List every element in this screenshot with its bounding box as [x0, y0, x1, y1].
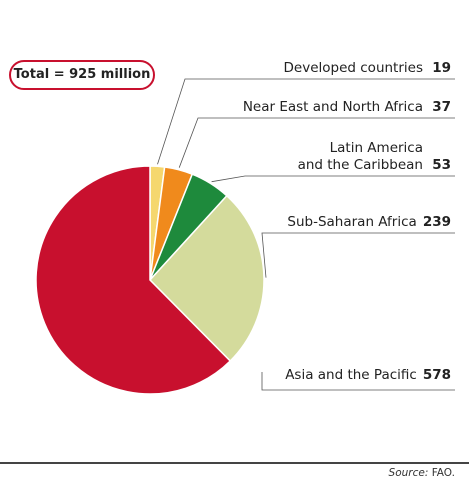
source-label: Source:: [388, 467, 429, 479]
leader-line-1: [178, 117, 455, 168]
slice-label-value: 239: [422, 214, 451, 230]
slice-label-value: 37: [432, 99, 451, 115]
leader-line-4: [261, 372, 455, 391]
leader-line-2: [211, 175, 455, 183]
slice-label-4: Asia and the Pacific 578: [285, 367, 451, 384]
slice-label-name: Latin America and the Caribbean: [297, 140, 423, 173]
pie-slice-3: [148, 194, 265, 363]
total-badge: Total = 925 million: [9, 60, 155, 90]
slice-label-name: Near East and North Africa: [242, 99, 423, 115]
leader-line-0: [157, 78, 455, 165]
leader-line-3: [261, 232, 455, 278]
pie-slice-4: [35, 165, 232, 395]
slice-label-2: Latin America and the Caribbean 53: [298, 140, 451, 174]
slice-label-name: Developed countries: [283, 60, 423, 76]
slice-label-value: 19: [432, 60, 451, 76]
slice-label-name: Sub-Saharan Africa: [287, 214, 417, 230]
slice-label-1: Near East and North Africa 37: [243, 99, 451, 116]
slice-label-value: 578: [422, 367, 451, 383]
slice-label-name: Asia and the Pacific: [285, 367, 417, 383]
footer-rule: [0, 462, 469, 464]
slice-label-3: Sub-Saharan Africa 239: [287, 214, 451, 231]
source-text: FAO.: [431, 467, 455, 479]
source-note: Source: FAO.: [389, 467, 455, 479]
slice-label-value: 53: [432, 157, 451, 173]
slice-label-0: Developed countries 19: [284, 60, 451, 77]
